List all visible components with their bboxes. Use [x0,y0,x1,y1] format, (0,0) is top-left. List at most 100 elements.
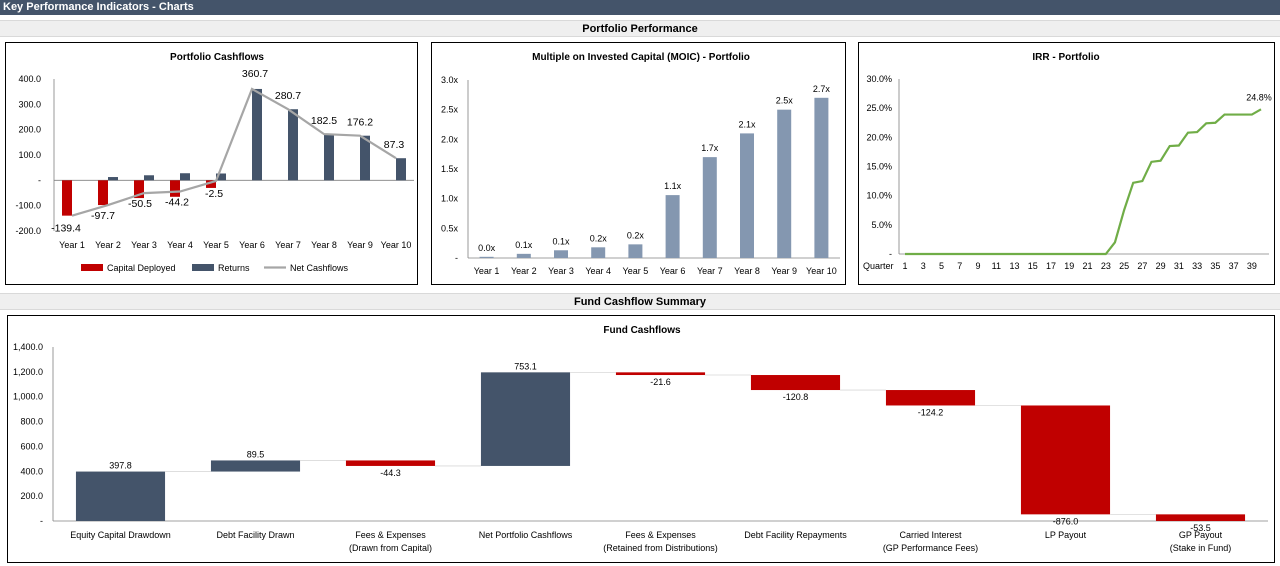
x-tick-label: Year 1 [59,240,85,250]
legend-label: Returns [218,263,250,273]
x-tick-label: 9 [976,261,981,271]
x-tick-label: 31 [1174,261,1184,271]
portfolio-cashflows-chart: Portfolio Cashflows 400.0 300.0 200.0 100.0 -… [15,52,414,273]
x-tick-label: Year 2 [511,266,537,276]
increase-bar [210,460,301,472]
moic-panel[interactable]: Multiple on Invested Capital (MOIC) - Po… [431,42,846,285]
x-tick-label: Year 9 [347,240,373,250]
returns-bar [108,177,118,181]
y-tick-label: 10.0% [866,191,892,201]
y-tick-label: - [889,249,892,259]
y-tick-label: 0.5x [441,223,459,233]
moic-bar [516,253,531,258]
y-tick-label: 2.0x [441,134,459,144]
moic-bar [814,97,829,258]
chart-title: Multiple on Invested Capital (MOIC) - Po… [532,52,750,63]
x-tick-label: 19 [1064,261,1074,271]
moic-data-label: 2.7x [813,84,831,94]
x-tick-label: Year 4 [167,240,193,250]
net-cashflow-data-label: 176.2 [347,117,373,129]
returns-bar [252,88,262,181]
returns-bar [180,173,190,181]
x-category-label: Debt Facility Drawn [216,530,294,540]
moic-bar [479,256,494,258]
y-tick-label: 300.0 [18,99,41,109]
x-tick-label: 15 [1028,261,1038,271]
y-tick-label: 100.0 [18,150,41,160]
x-category-label: Carried Interest [899,530,962,540]
waterfall-data-label: -124.2 [918,407,944,417]
x-tick-label: 23 [1101,261,1111,271]
x-category-label: Equity Capital Drawdown [70,530,171,540]
net-cashflow-data-label: -50.5 [128,198,152,210]
x-tick-label: Year 8 [311,240,337,250]
net-cashflow-data-label: 360.7 [242,68,268,80]
capital-deployed-bar [170,180,180,197]
x-tick-label: 1 [902,261,907,271]
returns-bar [324,134,334,181]
y-tick-label: 5.0% [871,220,892,230]
x-tick-label: 11 [992,261,1001,271]
decrease-bar [885,390,976,406]
net-cashflow-data-label: 280.7 [275,90,301,102]
x-tick-label: Year 3 [131,240,157,250]
moic-bar [740,133,754,258]
x-category-label: Fees & Expenses [625,530,696,540]
y-tick-label: 800.0 [20,417,43,427]
moic-data-label: 0.0x [478,243,496,253]
x-category-label: Fees & Expenses [355,530,426,540]
net-cashflow-data-label: 87.3 [384,139,405,151]
moic-data-label: 1.7x [701,143,719,153]
x-tick-label: Year 1 [474,266,500,276]
x-tick-label: Year 7 [275,240,301,250]
decrease-bar [1155,514,1246,521]
x-tick-label: Year 4 [585,266,611,276]
moic-data-label: 0.1x [552,236,570,246]
y-tick-label: 1,200.0 [13,367,43,377]
x-tick-label: 21 [1083,261,1093,271]
capital-deployed-bar [134,180,144,199]
portfolio-cashflows-panel[interactable]: Portfolio Cashflows 400.0 300.0 200.0 100.0 -… [5,42,418,285]
y-tick-label: 1,400.0 [13,342,43,352]
waterfall-data-label: -53.5 [1190,523,1211,533]
x-tick-label: Year 2 [95,240,121,250]
x-tick-label: 33 [1192,261,1202,271]
waterfall-data-label: -44.3 [380,468,401,478]
chart-title: Fund Cashflows [603,325,681,336]
x-tick-label: Year 5 [203,240,229,250]
x-category-label: Net Portfolio Cashflows [479,530,573,540]
legend-label: Capital Deployed [107,263,176,273]
net-cashflows-line [71,87,397,217]
y-tick-label: -100.0 [15,201,41,211]
fund-cashflows-panel[interactable]: Fund Cashflows 1,400.0 1,200.0 1,000.0 800.0… [7,315,1275,563]
decrease-bar [615,372,706,376]
page-title: Key Performance Indicators - Charts [0,0,1280,15]
increase-bar [480,372,571,466]
y-tick-label: 30.0% [866,74,892,84]
y-tick-label: 1.0x [441,194,459,204]
net-cashflow-data-label: -97.7 [91,210,115,222]
y-tick-label: - [455,253,458,263]
returns-bar [396,158,406,181]
moic-chart: Multiple on Invested Capital (MOIC) - Po… [441,52,840,276]
x-tick-label: 5 [939,261,944,271]
irr-line [905,108,1262,256]
moic-data-label: 2.5x [776,96,794,106]
waterfall-data-label: 753.1 [514,361,537,371]
y-tick-label: 400.0 [20,466,43,476]
x-tick-label: Year 3 [548,266,574,276]
irr-panel[interactable]: IRR - Portfolio 30.0% 25.0% 20.0% 15.0% 10.0%… [858,42,1275,285]
y-tick-label: 20.0% [866,132,892,142]
y-tick-label: -200.0 [15,226,41,236]
x-category-label: (Drawn from Capital) [349,543,432,553]
net-cashflow-data-label: -2.5 [205,188,223,200]
waterfall-data-label: -876.0 [1053,516,1079,526]
fund-cashflows-chart: Fund Cashflows 1,400.0 1,200.0 1,000.0 800.0… [13,325,1268,553]
x-tick-label: 25 [1119,261,1129,271]
net-cashflow-data-label: 182.5 [311,115,337,127]
decrease-bar [345,460,436,466]
waterfall-data-label: -120.8 [783,392,809,402]
increase-bar [75,471,166,521]
x-tick-label: Year 7 [697,266,723,276]
y-tick-label: 1.5x [441,164,459,174]
